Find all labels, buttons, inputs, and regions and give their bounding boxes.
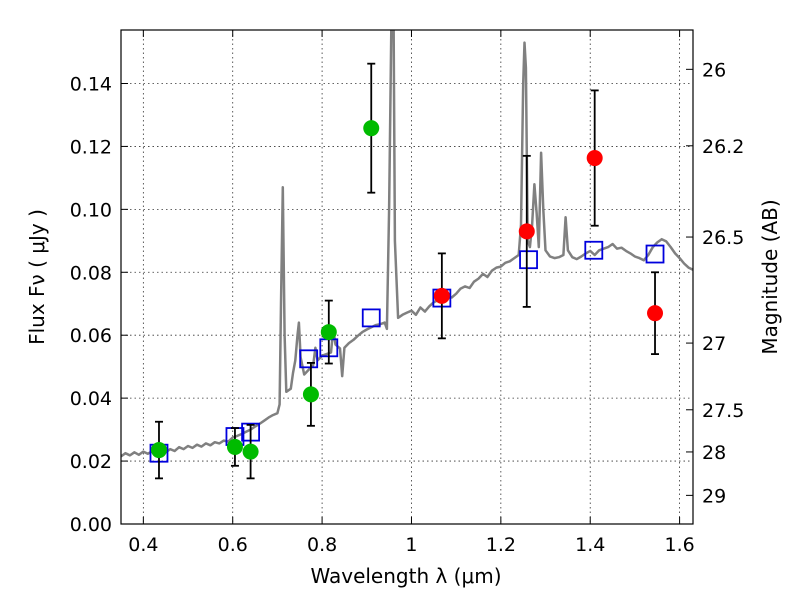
y-tick-label: 0.14 [70,73,112,95]
red-point [647,305,664,322]
red-point [518,223,535,240]
grid [121,30,693,525]
y2-tick-label: 27.5 [702,400,744,422]
red-point [433,287,450,304]
y-tick-label: 0.04 [70,388,112,410]
model-square [519,250,538,270]
green-point [226,438,243,455]
green-point [242,443,259,460]
model-square [645,244,665,264]
y2-tick-label: 27 [702,333,726,355]
axis-ticks: 0.4 0.6 0.8 1 1.2 1.4 1.6 0.00 0.02 0.04 0.06 0.08 0… [70,30,744,556]
x-tick-label: 1.4 [575,534,605,556]
green-point [363,120,380,137]
x-tick-label: 0.4 [128,534,158,556]
plot-area [121,30,693,480]
y-axis-label: Flux Fν ( μJy ) [25,209,49,345]
model-square [584,240,604,260]
green-point [150,442,167,459]
y-tick-label: 0.08 [70,262,112,284]
x-tick-label: 1.6 [664,534,694,556]
x-tick-label: 0.8 [307,534,337,556]
x-tick-label: 1 [405,534,417,556]
x-tick-label: 0.6 [218,534,248,556]
y2-axis-label: Magnitude (AB) [758,199,782,354]
model-square [299,349,319,369]
green-point [320,324,337,341]
model-square [361,308,381,328]
plot-frame [120,29,694,525]
x-axis-label: Wavelength λ (μm) [310,564,501,588]
red-point [586,150,603,167]
green-point [302,386,319,403]
y-tick-label: 0.10 [70,199,112,221]
x-tick-label: 1.2 [486,534,516,556]
spectrum-line [121,30,693,458]
y2-tick-label: 29 [702,485,726,507]
y2-tick-label: 26.2 [702,136,744,158]
y-tick-label: 0.02 [70,451,112,473]
y2-tick-label: 26 [702,59,726,81]
y-tick-label: 0.00 [70,514,112,536]
y2-tick-label: 28 [702,442,726,464]
y2-tick-label: 26.5 [702,227,744,249]
y-tick-label: 0.12 [70,136,112,158]
y-tick-label: 0.06 [70,325,112,347]
